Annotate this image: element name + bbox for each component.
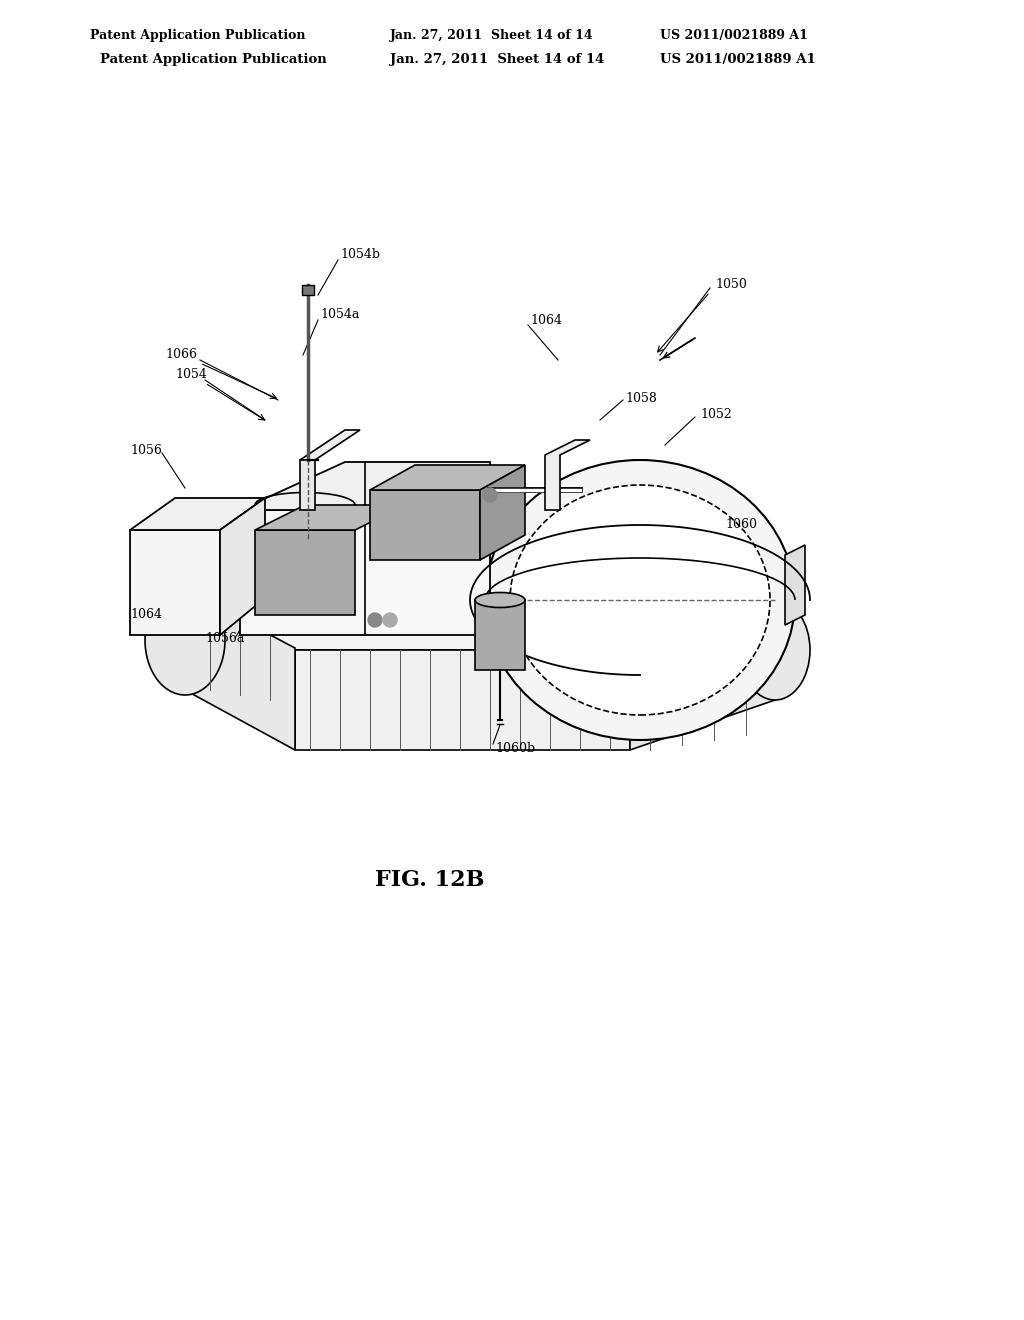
Text: 1054: 1054	[175, 368, 207, 381]
Text: 1056a: 1056a	[205, 631, 245, 644]
Polygon shape	[302, 285, 314, 294]
Text: Patent Application Publication: Patent Application Publication	[100, 54, 327, 66]
Text: 1058: 1058	[625, 392, 656, 404]
Circle shape	[383, 612, 397, 627]
Ellipse shape	[475, 593, 525, 607]
Polygon shape	[255, 506, 406, 531]
Ellipse shape	[740, 601, 810, 700]
Polygon shape	[295, 649, 630, 750]
Text: 1060: 1060	[725, 519, 757, 532]
Polygon shape	[785, 545, 805, 624]
Circle shape	[368, 612, 382, 627]
Circle shape	[483, 488, 497, 502]
Polygon shape	[300, 430, 360, 459]
Text: 1054b: 1054b	[340, 248, 380, 261]
Text: 1054a: 1054a	[319, 309, 359, 322]
Ellipse shape	[145, 585, 225, 696]
Polygon shape	[130, 498, 265, 531]
Text: FIG. 12B: FIG. 12B	[375, 869, 484, 891]
Polygon shape	[300, 459, 315, 510]
Ellipse shape	[485, 459, 795, 741]
Text: Jan. 27, 2011  Sheet 14 of 14: Jan. 27, 2011 Sheet 14 of 14	[390, 29, 594, 41]
Polygon shape	[630, 601, 775, 750]
Ellipse shape	[510, 484, 770, 715]
Text: US 2011/0021889 A1: US 2011/0021889 A1	[660, 29, 808, 41]
Polygon shape	[220, 498, 265, 635]
Polygon shape	[370, 490, 480, 560]
Polygon shape	[255, 531, 355, 615]
Text: Patent Application Publication: Patent Application Publication	[90, 29, 305, 41]
Text: 1064: 1064	[530, 314, 562, 326]
Text: 1052: 1052	[700, 408, 732, 421]
Text: 1066: 1066	[165, 348, 197, 362]
Text: 1064: 1064	[130, 609, 162, 622]
Polygon shape	[545, 440, 590, 510]
Polygon shape	[185, 590, 295, 750]
Polygon shape	[475, 601, 525, 671]
Polygon shape	[240, 510, 490, 635]
Text: 1056: 1056	[130, 444, 162, 457]
Polygon shape	[480, 465, 525, 560]
Polygon shape	[370, 465, 525, 490]
Text: 1060b: 1060b	[495, 742, 536, 755]
Polygon shape	[130, 531, 220, 635]
Text: US 2011/0021889 A1: US 2011/0021889 A1	[660, 54, 816, 66]
Text: 1050: 1050	[715, 279, 746, 292]
Polygon shape	[185, 548, 775, 649]
Polygon shape	[240, 462, 490, 510]
Text: Jan. 27, 2011  Sheet 14 of 14: Jan. 27, 2011 Sheet 14 of 14	[390, 54, 604, 66]
